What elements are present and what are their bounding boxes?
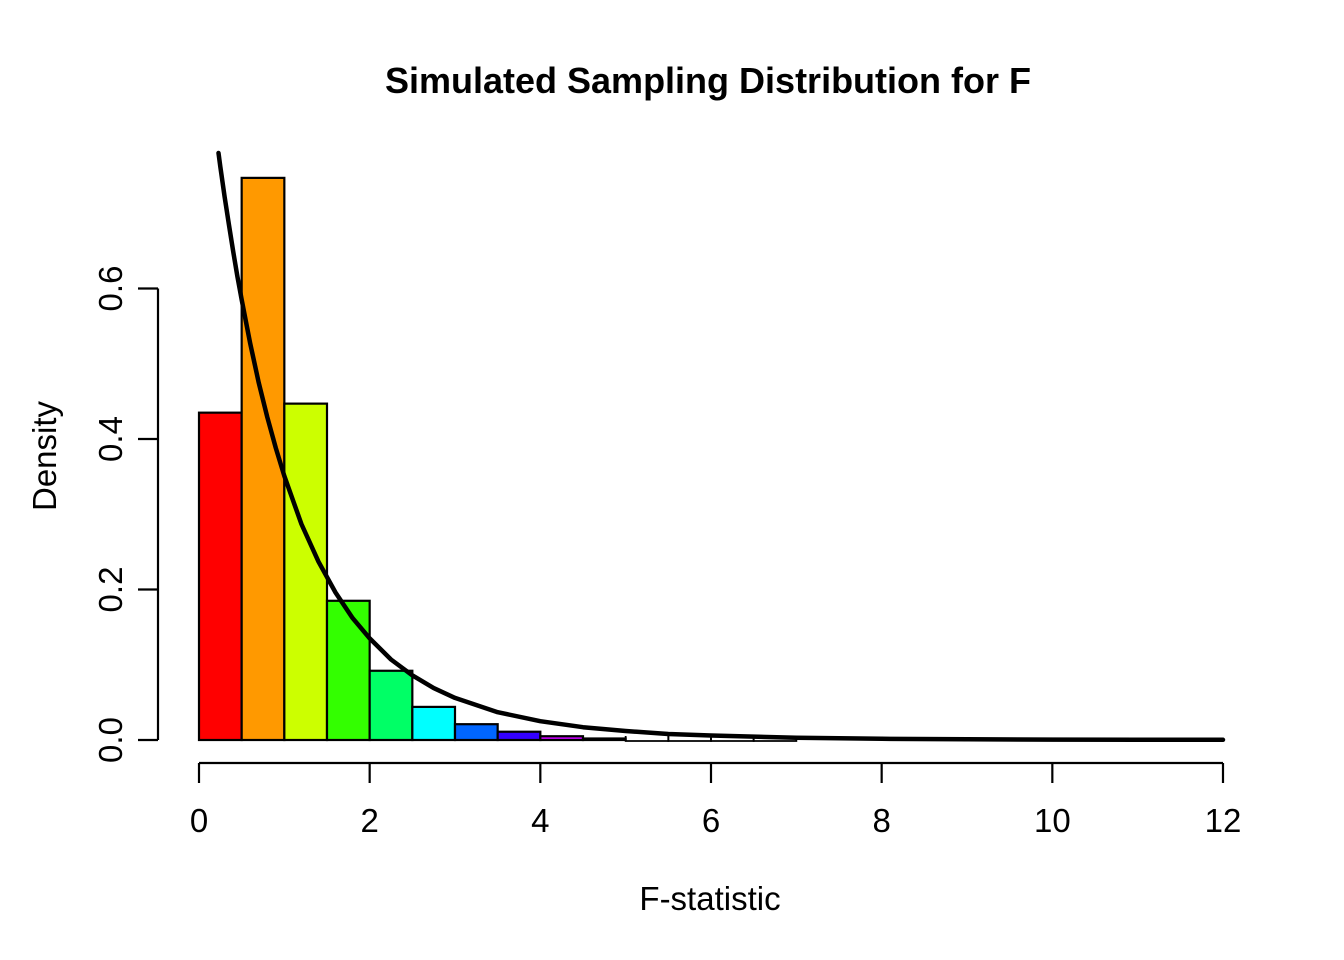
x-tick-label: 8 <box>872 802 890 839</box>
histogram-bar <box>197 411 243 742</box>
x-axis: 0 2 4 6 8 10 12 <box>190 761 1242 839</box>
histogram-bar <box>496 730 542 742</box>
y-axis-label-group: Density <box>26 400 63 511</box>
x-tick-label: 10 <box>1034 802 1071 839</box>
y-tick-label-group: 0.6 <box>92 266 129 312</box>
x-tick-label: 6 <box>702 802 720 839</box>
histogram-bar <box>411 705 457 742</box>
x-tick-label: 12 <box>1205 802 1242 839</box>
histogram-bar <box>368 669 414 742</box>
y-axis: 0.0 0.2 0.4 0.6 <box>92 266 160 763</box>
histogram-bar <box>453 723 499 742</box>
y-tick-label: 0.6 <box>92 266 129 312</box>
x-tick-label: 0 <box>190 802 208 839</box>
y-tick-label-group: 0.4 <box>92 416 129 462</box>
y-tick-label: 0.2 <box>92 567 129 613</box>
y-tick-label-group: 0.2 <box>92 567 129 613</box>
histogram-bar <box>539 735 585 742</box>
y-tick-label: 0.4 <box>92 416 129 462</box>
x-axis-label: F-statistic <box>639 880 780 917</box>
y-axis-label: Density <box>26 400 63 511</box>
y-tick-label: 0.0 <box>92 717 129 763</box>
histogram-bar <box>581 737 627 742</box>
density-curve <box>216 150 1226 743</box>
x-tick-label: 4 <box>531 802 549 839</box>
histogram-bars <box>197 176 798 742</box>
x-tick-label: 2 <box>360 802 378 839</box>
chart-title: Simulated Sampling Distribution for F <box>385 60 1031 101</box>
y-tick-label-group: 0.0 <box>92 717 129 763</box>
histogram-bar <box>283 402 329 742</box>
histogram-bar <box>325 599 371 742</box>
